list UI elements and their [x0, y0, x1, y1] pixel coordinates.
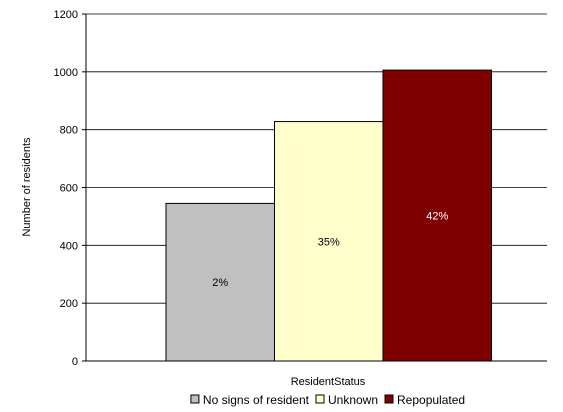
data-label: 42%	[426, 211, 448, 223]
x-axis-title: ResidentStatus	[291, 376, 366, 388]
legend-swatch	[384, 394, 394, 404]
legend-swatch	[315, 394, 325, 404]
bar-repopulated	[382, 69, 492, 362]
legend-item: Unknown	[315, 393, 378, 407]
y-tick-labels: 0 200 400 600 800 1000 1200	[54, 9, 78, 368]
y-tick-label: 800	[60, 125, 78, 137]
legend-swatch	[190, 394, 200, 404]
y-tick-label: 600	[60, 183, 78, 195]
data-label: 2%	[212, 277, 228, 289]
legend-label: No signs of resident	[203, 393, 310, 407]
data-label: 35%	[318, 236, 340, 248]
y-axis-title: Number of residents	[21, 137, 33, 237]
bars	[165, 69, 492, 362]
legend-item: No signs of resident	[190, 393, 310, 407]
legend-label: Repopulated	[397, 393, 465, 407]
legend-label: Unknown	[328, 393, 378, 407]
y-tick-label: 0	[72, 356, 78, 368]
y-tick-label: 1200	[54, 9, 78, 21]
data-labels: 2% 35% 42%	[212, 211, 448, 290]
axes	[82, 13, 547, 362]
y-tick-label: 400	[60, 240, 78, 252]
y-tick-label: 1000	[54, 67, 78, 79]
legend: No signs of resident Unknown Repopulated	[190, 393, 465, 407]
legend-item: Repopulated	[384, 393, 465, 407]
y-tick-label: 200	[60, 298, 78, 310]
